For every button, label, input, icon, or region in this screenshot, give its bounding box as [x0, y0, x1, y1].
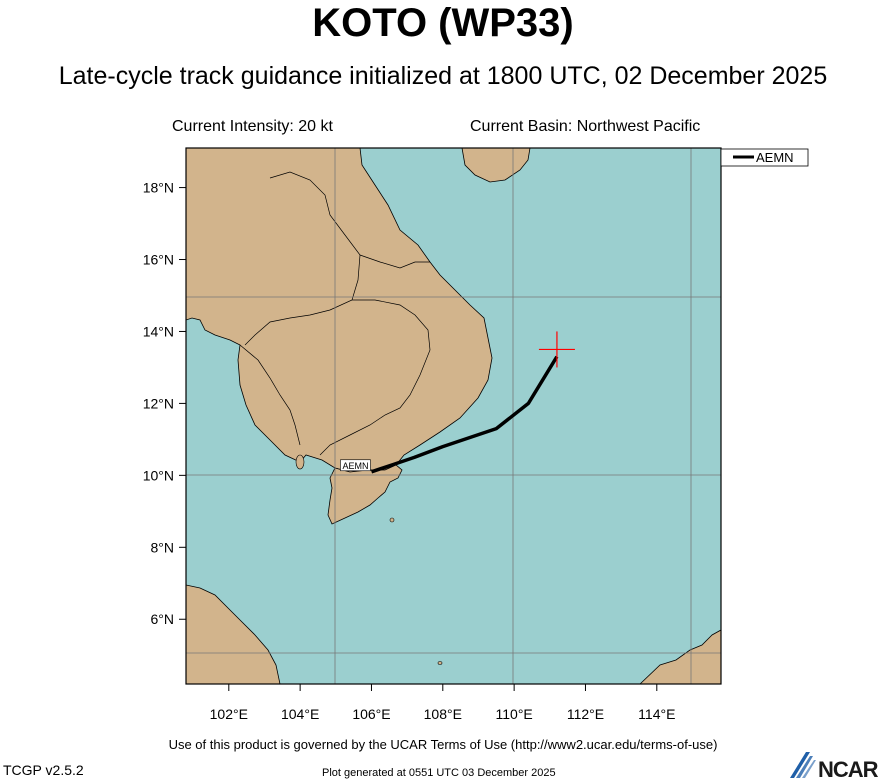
lat-tick-label: 16°N — [143, 252, 174, 268]
island-small — [437, 661, 443, 665]
legend-label-aemn: AEMN — [756, 150, 794, 165]
lon-tick-label: 106°E — [352, 706, 390, 722]
track-end-label: AEMN — [340, 459, 371, 472]
lat-tick-label: 18°N — [143, 180, 174, 196]
land-malay-peninsula — [186, 584, 281, 684]
land-mekong-delta — [327, 464, 403, 525]
island-con-dao — [389, 517, 395, 523]
track-line-aemn — [370, 355, 559, 474]
lon-tick-label: 110°E — [496, 706, 533, 722]
map-frame — [185, 147, 722, 685]
plot-subtitle: Late-cycle track guidance initialized at… — [58, 62, 828, 90]
generation-time: Plot generated at 0551 UTC 03 December 2… — [322, 767, 556, 779]
version-label: TCGP v2.5.2 — [3, 762, 84, 778]
gridlines — [186, 148, 721, 684]
legend-box — [720, 148, 809, 167]
lat-tick-label: 14°N — [143, 323, 174, 339]
lon-tick-label: 114°E — [638, 706, 675, 722]
current-basin: Current Basin: Northwest Pacific — [470, 118, 701, 135]
lat-tick-label: 10°N — [143, 467, 174, 483]
land-borneo — [639, 629, 721, 684]
ncar-logo-text: NCAR — [818, 757, 879, 782]
lon-tick-label: 112°E — [567, 706, 604, 722]
plot-title: KOTO (WP33) — [312, 1, 574, 45]
terms-of-use-notice: Use of this product is governed by the U… — [168, 737, 718, 752]
lat-tick-label: 6°N — [151, 611, 175, 627]
current-position-marker — [538, 331, 575, 368]
border-lines — [239, 171, 431, 456]
current-intensity: Current Intensity: 20 kt — [172, 118, 333, 135]
ncar-logo-icon — [790, 752, 816, 778]
lat-tick-label: 12°N — [143, 395, 174, 411]
lon-tick-label: 108°E — [424, 706, 462, 722]
island-phu-quoc — [295, 454, 305, 470]
lat-tick-label: 8°N — [151, 539, 175, 555]
lon-tick-label: 104°E — [281, 706, 319, 722]
lon-tick-label: 102°E — [210, 706, 248, 722]
svg-text:AEMN: AEMN — [342, 461, 368, 471]
